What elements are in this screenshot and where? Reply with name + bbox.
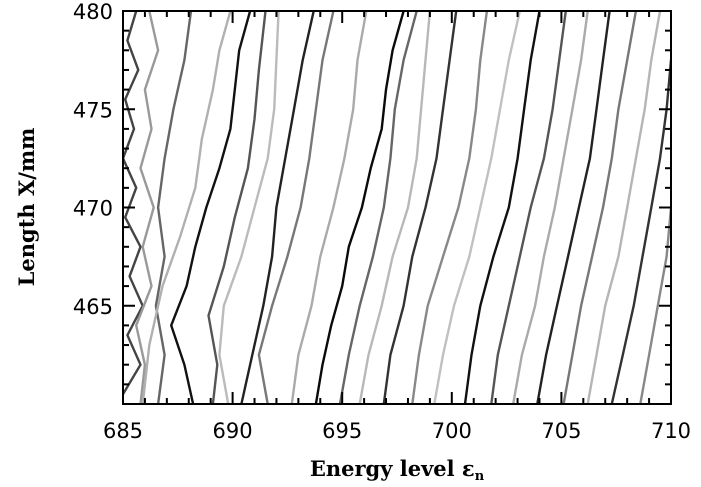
y-tick-label-470: 470 [73, 197, 113, 221]
series-line-8 [240, 11, 315, 404]
series-line-16 [433, 11, 521, 404]
y-tick-label-480: 480 [73, 0, 113, 24]
x-axis-label-text: Energy level [310, 456, 455, 481]
series-line-17 [463, 11, 541, 404]
x-tick-label-710: 710 [651, 419, 691, 443]
x-tick-label-685: 685 [103, 419, 143, 443]
series-line-2 [134, 11, 160, 404]
x-tick-label-700: 700 [432, 419, 472, 443]
series-line-14 [382, 11, 458, 404]
series-line-21 [562, 11, 638, 404]
series-layer [123, 11, 671, 404]
x-tick-label-690: 690 [213, 419, 253, 443]
y-tick-label-465: 465 [73, 295, 113, 319]
x-axis-label-subscript: n [475, 469, 485, 484]
series-line-18 [490, 11, 567, 404]
series-line-3 [154, 11, 193, 404]
series-line-12 [338, 11, 418, 404]
series-line-23 [610, 58, 671, 404]
series-line-20 [536, 11, 611, 404]
series-line-10 [290, 11, 368, 404]
x-tick-label-705: 705 [541, 419, 581, 443]
x-tick-label-695: 695 [322, 419, 362, 443]
series-line-7 [218, 11, 280, 404]
series-line-24 [639, 206, 671, 404]
series-line-19 [512, 11, 589, 404]
series-line-9 [257, 11, 335, 404]
y-axis-label: Length X/mm [14, 128, 39, 287]
y-tick-label-475: 475 [73, 98, 113, 122]
series-line-4 [141, 11, 232, 404]
x-axis-label: Energy level εn [310, 456, 485, 484]
series-line-6 [207, 11, 267, 404]
series-line-13 [358, 11, 432, 404]
series-line-15 [411, 11, 489, 404]
series-line-11 [314, 11, 405, 404]
series-line-5 [169, 11, 252, 404]
series-line-1 [123, 11, 144, 396]
ticks-layer: 685 690 695 700 705 710 465 470 475 480 [73, 0, 691, 443]
series-line-22 [586, 11, 662, 404]
x-axis-label-symbol: ε [462, 456, 475, 481]
